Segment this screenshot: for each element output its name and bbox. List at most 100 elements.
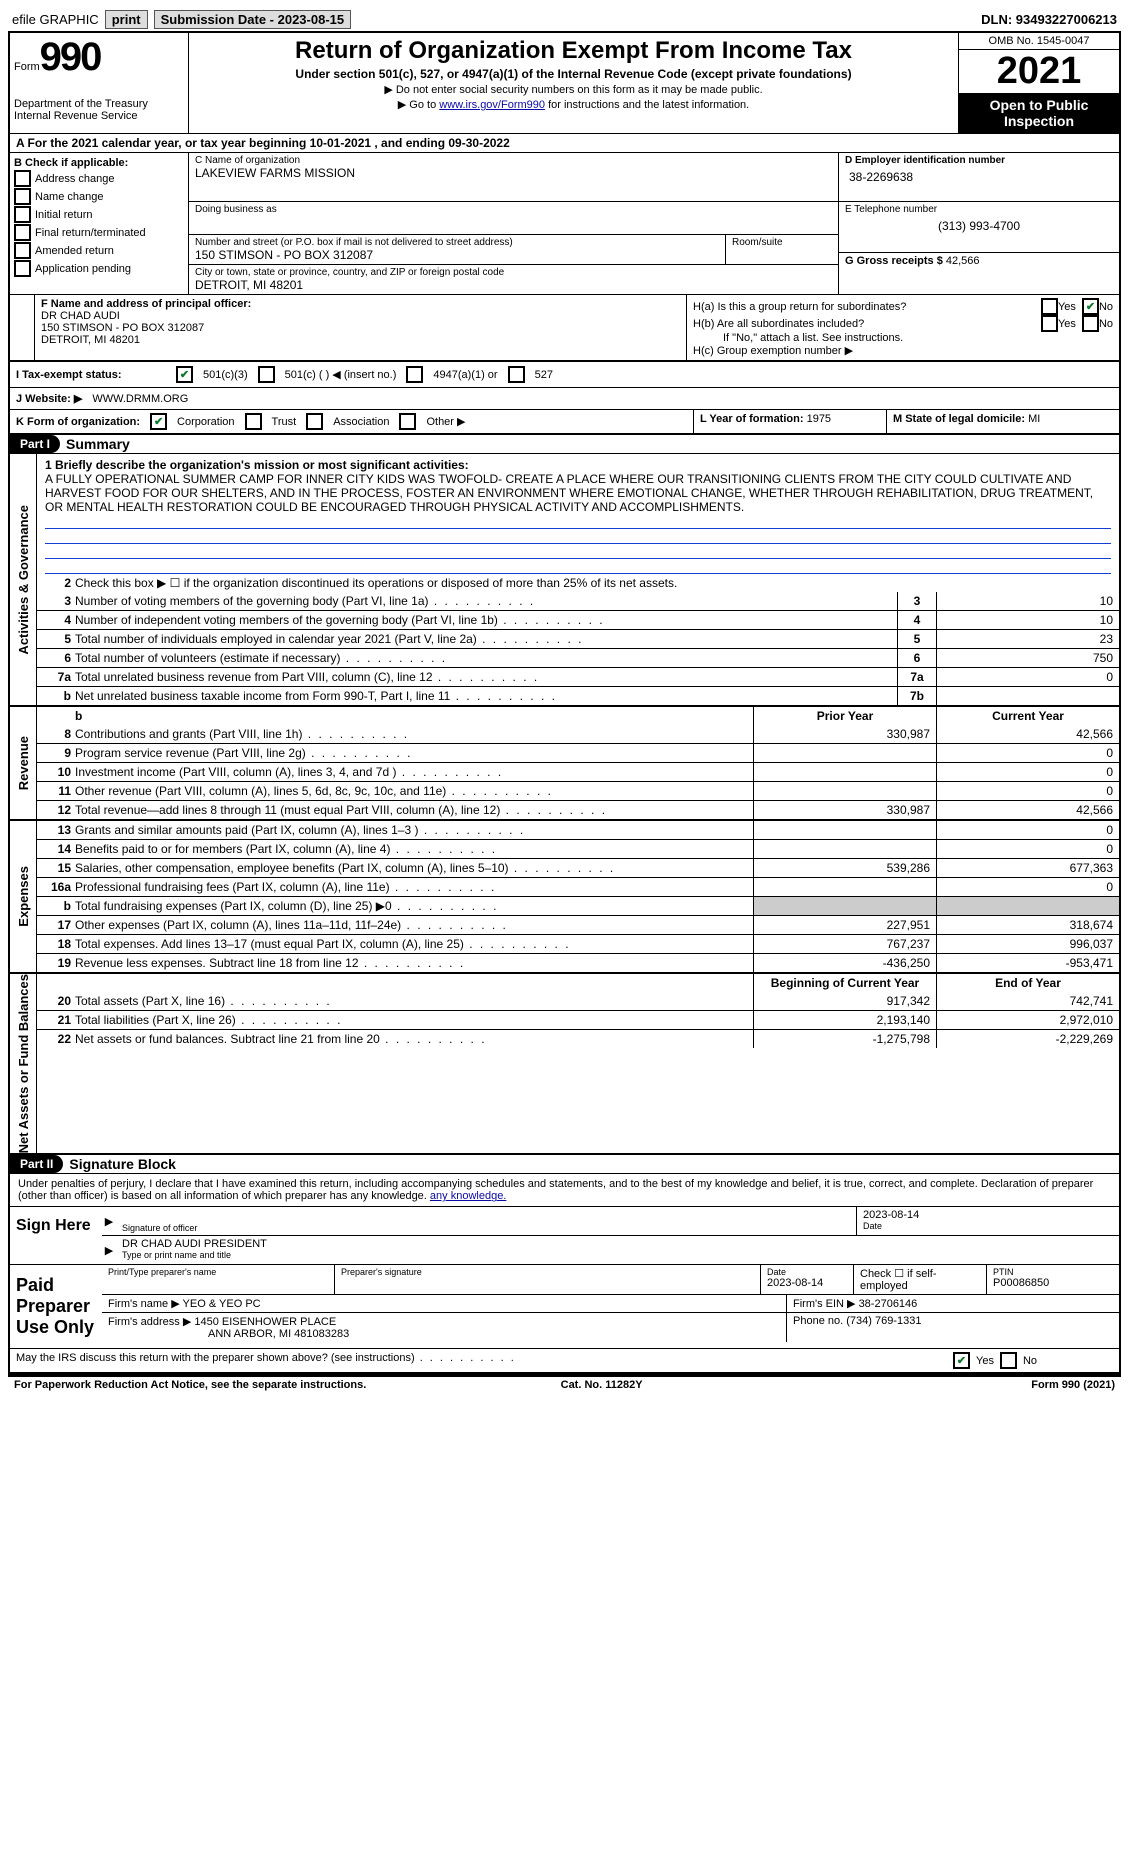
form-number-box: Form990 Department of the Treasury Inter…	[10, 33, 189, 133]
gov-line: 4Number of independent voting members of…	[37, 610, 1119, 629]
org-name: LAKEVIEW FARMS MISSION	[195, 166, 832, 180]
officer-name: DR CHAD AUDI	[41, 310, 680, 322]
row-j: J Website: ▶ WWW.DRMM.ORG	[10, 388, 1119, 410]
data-line: 18Total expenses. Add lines 13–17 (must …	[37, 934, 1119, 953]
ptin-value: P00086850	[993, 1277, 1113, 1289]
top-toolbar: efile GRAPHIC print Submission Date - 20…	[8, 8, 1121, 31]
gov-line: 3Number of voting members of the governi…	[37, 592, 1119, 610]
box-f: F Name and address of principal officer:…	[35, 295, 687, 360]
form-container: Form990 Department of the Treasury Inter…	[8, 31, 1121, 1376]
title-box: Return of Organization Exempt From Incom…	[189, 33, 959, 133]
note-1: ▶ Do not enter social security numbers o…	[193, 83, 954, 96]
any-knowledge-link[interactable]: any knowledge.	[430, 1190, 506, 1202]
paid-preparer-block: Paid Preparer Use Only Print/Type prepar…	[10, 1265, 1119, 1349]
prior-value: -1,275,798	[753, 1030, 936, 1048]
section-expenses: Expenses 13Grants and similar amounts pa…	[10, 821, 1119, 974]
irs-link[interactable]: www.irs.gov/Form990	[439, 99, 545, 111]
row-f-h: F Name and address of principal officer:…	[10, 295, 1119, 361]
prep-date: 2023-08-14	[767, 1277, 847, 1289]
gov-value: 10	[936, 611, 1119, 629]
omb-label: OMB No. 1545-0047	[959, 33, 1119, 50]
website-value: WWW.DRMM.ORG	[92, 393, 188, 405]
discuss-row: May the IRS discuss this return with the…	[10, 1349, 1119, 1374]
data-line: 20Total assets (Part X, line 16)917,3427…	[37, 992, 1119, 1010]
data-line: 22Net assets or fund balances. Subtract …	[37, 1029, 1119, 1048]
boxb-checkbox[interactable]	[14, 260, 31, 277]
sign-here-block: Sign Here ▶ Signature of officer 2023-08…	[10, 1207, 1119, 1265]
other-checkbox[interactable]	[399, 413, 416, 430]
current-value: 42,566	[936, 725, 1119, 743]
ein-value: 38-2269638	[845, 166, 1113, 188]
prior-value	[753, 821, 936, 839]
corp-checkbox[interactable]	[150, 413, 167, 430]
hb-yes-checkbox[interactable]	[1041, 315, 1058, 332]
firm-ein: 38-2706146	[859, 1298, 918, 1310]
current-value: 0	[936, 878, 1119, 896]
boxb-checkbox[interactable]	[14, 224, 31, 241]
form-subtitle: Under section 501(c), 527, or 4947(a)(1)…	[193, 67, 954, 81]
mission-block: 1 Briefly describe the organization's mi…	[37, 454, 1119, 574]
row-k-l-m: K Form of organization: Corporation Trus…	[10, 410, 1119, 435]
mission-text: A FULLY OPERATIONAL SUMMER CAMP FOR INNE…	[45, 472, 1111, 514]
form-header: Form990 Department of the Treasury Inter…	[10, 33, 1119, 134]
part-2-header: Part II Signature Block	[10, 1155, 1119, 1174]
officer-name-title: DR CHAD AUDI PRESIDENT	[122, 1238, 1113, 1250]
data-line: bTotal fundraising expenses (Part IX, co…	[37, 896, 1119, 915]
data-line: 14Benefits paid to or for members (Part …	[37, 839, 1119, 858]
boxb-checkbox[interactable]	[14, 170, 31, 187]
current-value: 0	[936, 763, 1119, 781]
current-value: 318,674	[936, 916, 1119, 934]
discuss-no-checkbox[interactable]	[1000, 1352, 1017, 1369]
data-line: 21Total liabilities (Part X, line 26)2,1…	[37, 1010, 1119, 1029]
current-value: 2,972,010	[936, 1011, 1119, 1029]
trust-checkbox[interactable]	[245, 413, 262, 430]
prior-value	[753, 782, 936, 800]
501c3-checkbox[interactable]	[176, 366, 193, 383]
sig-date: 2023-08-14	[863, 1209, 1113, 1221]
current-value: 996,037	[936, 935, 1119, 953]
data-line: 12Total revenue—add lines 8 through 11 (…	[37, 800, 1119, 819]
dln-label: DLN: 93493227006213	[981, 12, 1117, 27]
data-line: 16aProfessional fundraising fees (Part I…	[37, 877, 1119, 896]
boxb-checkbox[interactable]	[14, 242, 31, 259]
prior-value	[753, 744, 936, 762]
year-box: OMB No. 1545-0047 2021 Open to Public In…	[959, 33, 1119, 133]
entity-info-grid: B Check if applicable: Address changeNam…	[10, 153, 1119, 295]
form-title: Return of Organization Exempt From Incom…	[193, 37, 954, 65]
current-value: 0	[936, 744, 1119, 762]
current-value: 742,741	[936, 992, 1119, 1010]
discuss-yes-checkbox[interactable]	[953, 1352, 970, 1369]
row-i: I Tax-exempt status: 501(c)(3) 501(c) ( …	[10, 361, 1119, 388]
4947-checkbox[interactable]	[406, 366, 423, 383]
boxb-checkbox[interactable]	[14, 188, 31, 205]
side-governance: Activities & Governance	[10, 454, 37, 705]
prior-value: 330,987	[753, 801, 936, 819]
gross-receipts: 42,566	[946, 255, 980, 267]
current-value: 0	[936, 782, 1119, 800]
data-line: 10Investment income (Part VIII, column (…	[37, 762, 1119, 781]
gov-line: bNet unrelated business taxable income f…	[37, 686, 1119, 705]
527-checkbox[interactable]	[508, 366, 525, 383]
side-expenses: Expenses	[10, 821, 37, 972]
501c-checkbox[interactable]	[258, 366, 275, 383]
print-button[interactable]: print	[105, 10, 148, 29]
side-net: Net Assets or Fund Balances	[10, 974, 37, 1153]
prior-value: 917,342	[753, 992, 936, 1010]
note-2: ▶ Go to www.irs.gov/Form990 for instruct…	[193, 98, 954, 111]
data-line: 15Salaries, other compensation, employee…	[37, 858, 1119, 877]
signature-intro: Under penalties of perjury, I declare th…	[10, 1174, 1119, 1207]
prior-value: 330,987	[753, 725, 936, 743]
data-line: 8Contributions and grants (Part VIII, li…	[37, 725, 1119, 743]
assoc-checkbox[interactable]	[306, 413, 323, 430]
submission-date-button[interactable]: Submission Date - 2023-08-15	[154, 10, 352, 29]
current-value: 42,566	[936, 801, 1119, 819]
hb-no-checkbox[interactable]	[1082, 315, 1099, 332]
org-city: DETROIT, MI 48201	[195, 278, 832, 292]
boxb-checkbox[interactable]	[14, 206, 31, 223]
ha-no-checkbox[interactable]	[1082, 298, 1099, 315]
current-value: -2,229,269	[936, 1030, 1119, 1048]
box-c: C Name of organization LAKEVIEW FARMS MI…	[189, 153, 839, 294]
ha-yes-checkbox[interactable]	[1041, 298, 1058, 315]
open-public-badge: Open to Public Inspection	[959, 93, 1119, 133]
current-value: 0	[936, 840, 1119, 858]
